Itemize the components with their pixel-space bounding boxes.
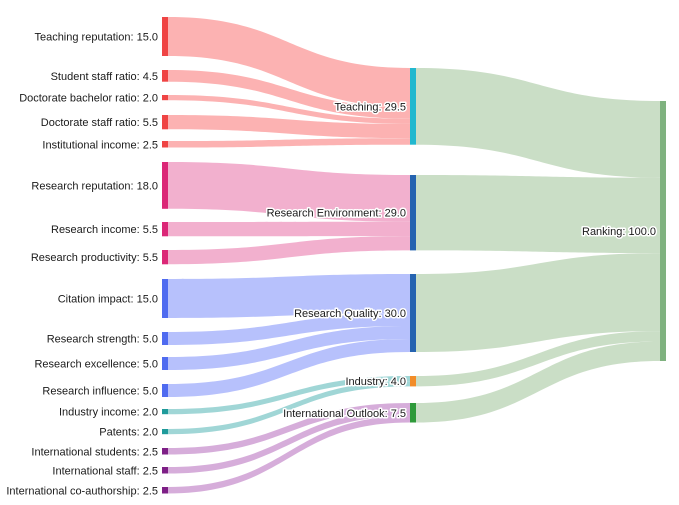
- node-international-outlook[interactable]: [410, 403, 416, 423]
- link-patents-to-industry: [168, 381, 410, 435]
- label-industry-income: Industry income: 2.0: [59, 407, 158, 419]
- link-industry-to-ranking: [416, 331, 660, 387]
- link-international-co-authorship-to-international-outlook: [168, 416, 410, 494]
- link-doctorate-staff-ratio-to-teaching: [168, 115, 410, 139]
- link-research-reputation-to-research-environment: [168, 162, 410, 222]
- link-international-outlook-to-ranking: [416, 341, 660, 423]
- label-research-influence: Research influence: 5.0: [42, 386, 158, 398]
- link-doctorate-bachelor-ratio-to-teaching: [168, 95, 410, 124]
- label-research-income: Research income: 5.5: [51, 224, 158, 236]
- link-research-productivity-to-research-environment: [168, 236, 410, 265]
- node-research-environment[interactable]: [410, 175, 416, 251]
- node-industry[interactable]: [410, 376, 416, 387]
- label-teaching: Teaching: 29.5: [334, 101, 406, 113]
- label-doctorate-bachelor-ratio: Doctorate bachelor ratio: 2.0: [19, 93, 158, 105]
- label-institutional-income: Institutional income: 2.5: [42, 139, 158, 151]
- label-ranking: Ranking: 100.0: [582, 226, 656, 238]
- link-industry-income-to-industry: [168, 376, 410, 415]
- node-research-income[interactable]: [162, 222, 168, 237]
- link-citation-impact-to-research-quality: [168, 274, 410, 318]
- node-ranking[interactable]: [660, 101, 666, 361]
- node-research-influence[interactable]: [162, 384, 168, 397]
- label-research-environment: Research Environment: 29.0: [267, 208, 406, 220]
- node-international-co-authorship[interactable]: [162, 487, 168, 494]
- link-research-strength-to-research-quality: [168, 313, 410, 345]
- link-international-students-to-international-outlook: [168, 403, 410, 455]
- label-research-quality: Research Quality: 30.0: [294, 308, 406, 320]
- node-teaching[interactable]: [410, 68, 416, 145]
- node-doctorate-staff-ratio[interactable]: [162, 115, 168, 130]
- node-international-students[interactable]: [162, 448, 168, 455]
- link-research-excellence-to-research-quality: [168, 326, 410, 370]
- label-citation-impact: Citation impact: 15.0: [58, 294, 158, 306]
- node-research-quality[interactable]: [410, 274, 416, 352]
- node-student-staff-ratio[interactable]: [162, 70, 168, 82]
- label-international-staff: International staff: 2.5: [52, 465, 158, 477]
- link-research-influence-to-research-quality: [168, 339, 410, 397]
- label-industry: Industry: 4.0: [345, 376, 406, 388]
- link-research-environment-to-ranking: [416, 175, 660, 254]
- node-institutional-income[interactable]: [162, 141, 168, 148]
- link-institutional-income-to-teaching: [168, 138, 410, 148]
- node-research-excellence[interactable]: [162, 357, 168, 370]
- label-research-strength: Research strength: 5.0: [47, 334, 158, 346]
- node-teaching-reputation[interactable]: [162, 17, 168, 56]
- label-teaching-reputation: Teaching reputation: 15.0: [34, 32, 158, 44]
- link-teaching-reputation-to-teaching: [168, 17, 410, 107]
- link-teaching-to-ranking: [416, 68, 660, 178]
- link-research-quality-to-ranking: [416, 253, 660, 352]
- link-research-income-to-research-environment: [168, 221, 410, 237]
- label-research-reputation: Research reputation: 18.0: [31, 180, 158, 192]
- node-patents[interactable]: [162, 429, 168, 435]
- label-international-co-authorship: International co-authorship: 2.5: [6, 485, 158, 497]
- node-international-staff[interactable]: [162, 467, 168, 474]
- node-industry-income[interactable]: [162, 409, 168, 415]
- label-doctorate-staff-ratio: Doctorate staff ratio: 5.5: [41, 117, 158, 129]
- label-international-students: International students: 2.5: [31, 446, 158, 458]
- node-research-reputation[interactable]: [162, 162, 168, 209]
- node-research-strength[interactable]: [162, 332, 168, 345]
- label-research-productivity: Research productivity: 5.5: [31, 252, 158, 264]
- label-research-excellence: Research excellence: 5.0: [34, 359, 158, 371]
- label-student-staff-ratio: Student staff ratio: 4.5: [51, 71, 158, 83]
- label-patents: Patents: 2.0: [99, 427, 158, 439]
- link-international-staff-to-international-outlook: [168, 409, 410, 474]
- node-citation-impact[interactable]: [162, 279, 168, 318]
- node-doctorate-bachelor-ratio[interactable]: [162, 95, 168, 101]
- label-international-outlook: International Outlook: 7.5: [283, 408, 406, 420]
- node-research-productivity[interactable]: [162, 250, 168, 265]
- link-student-staff-ratio-to-teaching: [168, 70, 410, 119]
